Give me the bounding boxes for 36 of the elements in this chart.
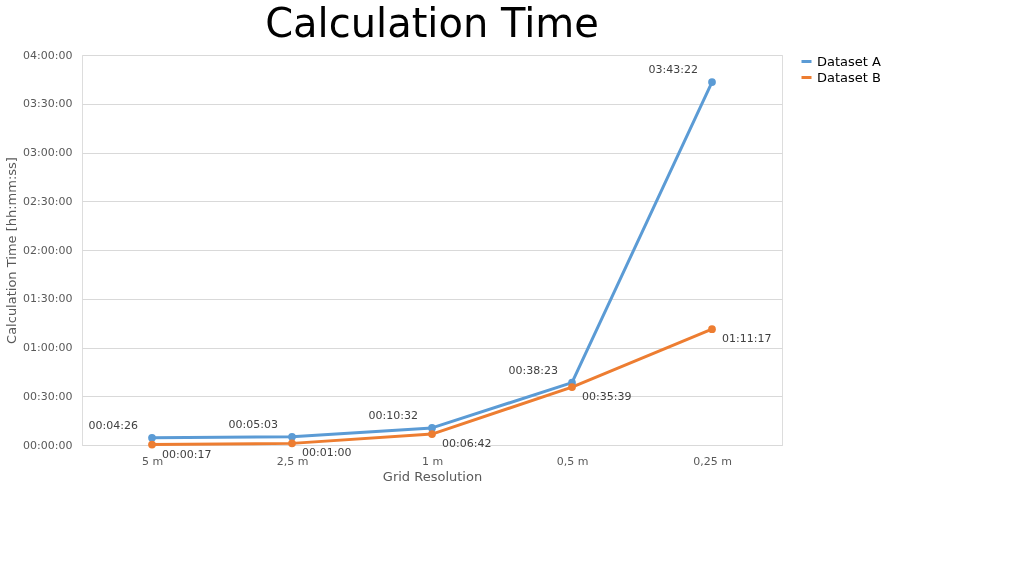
- y-tick-label: 03:00:00: [23, 146, 73, 159]
- data-label: 00:35:39: [582, 390, 632, 404]
- point: [428, 430, 436, 438]
- x-tick-label: 1 m: [421, 454, 444, 468]
- y-tick-label: 02:00:00: [23, 243, 73, 257]
- x-tick-label: 0,25 m: [693, 454, 732, 468]
- data-label: 00:05:03: [228, 417, 278, 431]
- point: [288, 439, 296, 448]
- data-label: 00:00:17: [162, 447, 212, 461]
- point: [708, 325, 716, 334]
- point: [568, 383, 576, 391]
- x-tick-label: 5 m: [141, 454, 164, 468]
- point: [708, 78, 716, 86]
- point: [148, 433, 156, 442]
- legend-label: Dataset A: [817, 53, 882, 69]
- x-tick-label: 0,5 m: [556, 454, 589, 468]
- y-tick-label: 01:30:00: [23, 292, 73, 306]
- data-label: 00:10:32: [368, 408, 418, 422]
- data-label: 03:43:22: [648, 63, 698, 77]
- chart-title: Calculation Time: [265, 0, 599, 46]
- y-axis-title: Calculation Time [hh:mm:ss]: [4, 157, 20, 344]
- legend-label: Dataset B: [817, 69, 881, 85]
- data-label: 00:04:26: [88, 418, 138, 432]
- point: [288, 432, 296, 441]
- y-tick-label: 04:00:00: [23, 48, 73, 62]
- data-label: 00:38:23: [508, 363, 558, 377]
- data-label: 00:06:42: [442, 437, 492, 451]
- y-tick-label: 03:30:00: [23, 97, 73, 111]
- data-label: 01:11:17: [722, 332, 772, 346]
- x-axis-title: Grid Resolution: [382, 468, 483, 484]
- y-tick-label: 01:00:00: [23, 341, 73, 354]
- y-tick-label: 00:30:00: [23, 389, 73, 403]
- y-tick-label: 02:30:00: [23, 194, 73, 208]
- data-label: 00:01:00: [302, 446, 352, 460]
- point: [148, 440, 156, 449]
- y-tick-label: 00:00:00: [23, 438, 73, 452]
